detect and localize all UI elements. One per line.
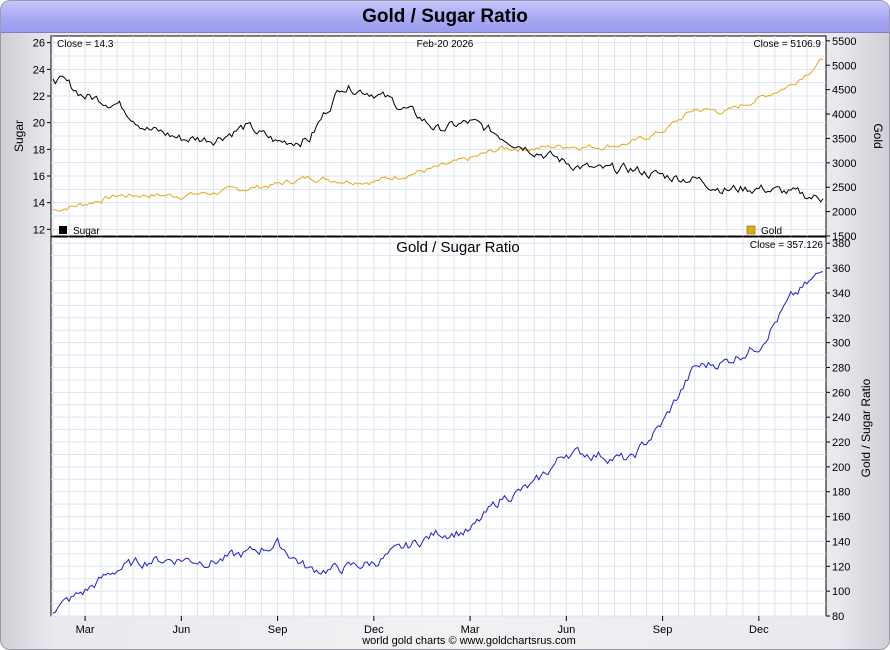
gold-legend-swatch xyxy=(746,225,756,235)
bottom-grid xyxy=(51,237,826,617)
sugar-tick-label: 14 xyxy=(33,198,45,210)
page-title: Gold / Sugar Ratio xyxy=(1,1,889,33)
x-tick-label: Sep xyxy=(268,624,288,636)
gold-axis-label: Gold xyxy=(871,123,885,148)
sugar-series-line xyxy=(52,75,824,203)
x-tick-label: Dec xyxy=(749,624,769,636)
gold-tick-label: 3500 xyxy=(832,133,856,145)
ratio-tick-label: 280 xyxy=(832,362,850,374)
gold-tick-label: 4000 xyxy=(832,109,856,121)
footer-credit: world gold charts © www.goldchartsrus.co… xyxy=(361,635,576,647)
sugar-tick-label: 20 xyxy=(33,118,45,130)
gold-series-line xyxy=(52,58,824,212)
x-tick-label: Mar xyxy=(461,624,480,636)
ratio-tick-label: 160 xyxy=(832,512,850,524)
bottom-axes: 80 100 120 140 160 180 200 220 240 260 280 300 320 34… xyxy=(826,238,850,623)
x-tick-label: Jun xyxy=(172,624,190,636)
gold-tick-label: 2000 xyxy=(832,207,856,219)
ratio-tick-label: 260 xyxy=(832,387,850,399)
ratio-tick-label: 180 xyxy=(832,487,850,499)
ratio-tick-label: 320 xyxy=(832,313,850,325)
sugar-legend-swatch xyxy=(59,226,67,234)
ratio-tick-label: 220 xyxy=(832,437,850,449)
date-label: Feb-20 2026 xyxy=(417,39,474,50)
ratio-chart-title: Gold / Sugar Ratio xyxy=(396,239,519,256)
ratio-tick-label: 340 xyxy=(832,288,850,300)
x-tick-label: Mar xyxy=(76,624,95,636)
ratio-axis-label: Gold / Sugar Ratio xyxy=(859,378,873,477)
ratio-close-label: Close = 357.126 xyxy=(750,240,824,251)
ratio-tick-label: 200 xyxy=(832,462,850,474)
ratio-tick-label: 380 xyxy=(832,238,850,250)
x-tick-label: Jun xyxy=(557,624,575,636)
sugar-tick-label: 16 xyxy=(33,171,45,183)
sugar-close-label: Close = 14.3 xyxy=(57,39,114,50)
x-tick-label: Sep xyxy=(653,624,673,636)
top-axes: 12 14 16 18 20 22 24 26 1500 2000 2500 3000 3500 4000… xyxy=(33,36,857,243)
sugar-tick-label: 26 xyxy=(33,38,45,50)
gold-tick-label: 5000 xyxy=(832,60,856,72)
sugar-axis-label: Sugar xyxy=(12,120,26,152)
ratio-tick-label: 140 xyxy=(832,536,850,548)
ratio-tick-label: 120 xyxy=(832,561,850,573)
sugar-tick-label: 18 xyxy=(33,144,45,156)
x-tick-label: Dec xyxy=(364,624,384,636)
sugar-tick-label: 22 xyxy=(33,91,45,103)
sugar-tick-label: 24 xyxy=(33,64,45,76)
gold-tick-label: 3000 xyxy=(832,158,856,170)
x-axis: Mar Jun Sep Dec Mar Jun Sep Dec xyxy=(76,616,769,636)
ratio-tick-label: 240 xyxy=(832,412,850,424)
top-grid xyxy=(51,36,826,236)
sugar-legend-label: Sugar xyxy=(73,226,100,237)
sugar-tick-label: 12 xyxy=(33,224,45,236)
top-series xyxy=(52,58,824,212)
ratio-tick-label: 360 xyxy=(832,263,850,275)
gold-close-label: Close = 5106.9 xyxy=(753,39,821,50)
ratio-tick-label: 80 xyxy=(832,611,844,623)
gold-legend-label: Gold xyxy=(761,226,782,237)
ratio-tick-label: 300 xyxy=(832,338,850,350)
ratio-tick-label: 100 xyxy=(832,586,850,598)
gold-tick-label: 5500 xyxy=(832,36,856,48)
gold-tick-label: 1500 xyxy=(832,231,856,243)
bottom-series xyxy=(52,271,824,614)
gold-tick-label: 4500 xyxy=(832,85,856,97)
ratio-series-line xyxy=(52,271,824,614)
gold-tick-label: 2500 xyxy=(832,182,856,194)
